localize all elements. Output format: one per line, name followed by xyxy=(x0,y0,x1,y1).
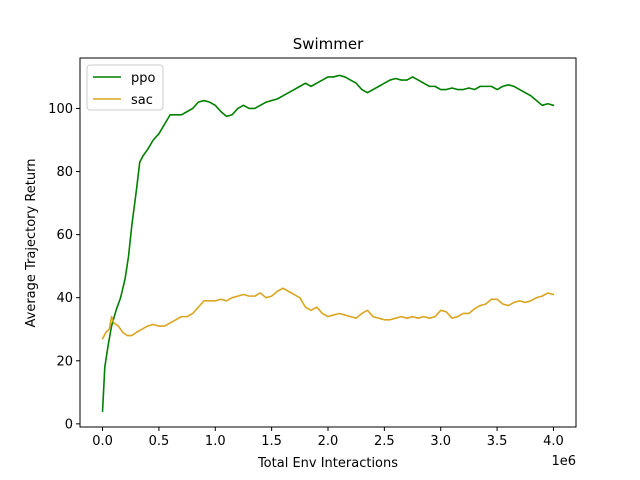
x-tick-label: 3.5 xyxy=(487,434,508,449)
legend-label-sac: sac xyxy=(131,93,153,108)
x-tick-label: 0.5 xyxy=(149,434,170,449)
y-tick-label: 20 xyxy=(56,354,73,369)
x-tick-label: 3.0 xyxy=(430,434,451,449)
x-tick-label: 1.5 xyxy=(261,434,282,449)
series-layer xyxy=(101,74,555,413)
y-tick-label: 60 xyxy=(56,228,73,243)
x-tick-label: 2.5 xyxy=(374,434,395,449)
series-line-sac xyxy=(101,287,555,340)
series-line-ppo xyxy=(101,74,555,413)
y-tick-label: 100 xyxy=(48,102,73,117)
y-axis-label: Average Trajectory Return xyxy=(24,159,39,328)
x-axis: 0.0 0.5 1.0 1.5 2.0 2.5 3.0 3.5 4.0 xyxy=(92,427,564,449)
y-tick-label: 0 xyxy=(65,417,73,432)
x-axis-offset-label: 1e6 xyxy=(551,454,576,469)
x-tick-label: 2.0 xyxy=(318,434,339,449)
y-tick-label: 40 xyxy=(56,291,73,306)
y-tick-label: 80 xyxy=(56,165,73,180)
x-tick-label: 1.0 xyxy=(205,434,226,449)
chart-title: Swimmer xyxy=(293,35,364,53)
legend: ppo sac xyxy=(86,64,164,111)
x-axis-label: Total Env Interactions xyxy=(257,456,398,471)
x-tick-label: 0.0 xyxy=(92,434,113,449)
x-tick-label: 4.0 xyxy=(543,434,564,449)
legend-label-ppo: ppo xyxy=(131,71,156,86)
y-axis: 0 20 40 60 80 100 xyxy=(48,102,80,432)
